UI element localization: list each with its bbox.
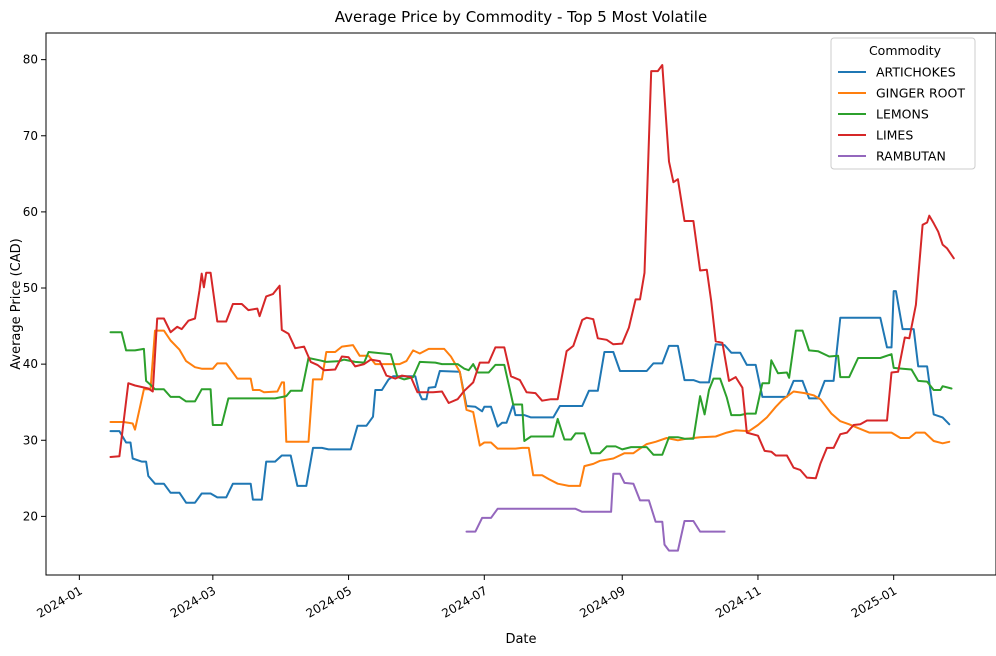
legend-label: ARTICHOKES [876, 65, 956, 80]
legend-label: GINGER ROOT [876, 86, 965, 101]
x-axis-label: Date [505, 632, 536, 647]
series-line-lemons [109, 329, 953, 456]
legend-label: RAMBUTAN [876, 149, 946, 164]
x-axis: 2024-01 2024-03 2024-05 2024-07 2024-09 2024-… [34, 575, 899, 621]
x-tick-label: 2024-03 [168, 583, 218, 620]
x-tick-label: 2024-01 [34, 583, 84, 620]
y-tick-label: 60 [23, 205, 38, 219]
legend: Commodity ARTICHOKES GINGER ROOT LEMONS LIM… [830, 37, 976, 170]
y-tick-label: 80 [23, 53, 38, 67]
plot-frame [45, 32, 996, 576]
y-tick-label: 70 [23, 129, 38, 143]
series-line-ginger-root [109, 329, 951, 487]
series-line-limes [109, 64, 955, 480]
chart-title: Average Price by Commodity - Top 5 Most … [335, 8, 707, 26]
series-lines [109, 64, 955, 552]
y-axis-label: Average Price (CAD) [9, 238, 24, 370]
x-tick-label: 2024-11 [713, 583, 763, 620]
x-tick-label: 2025-01 [849, 583, 899, 620]
y-tick-label: 50 [23, 281, 38, 295]
y-tick-label: 40 [23, 357, 38, 371]
y-axis: 20 30 40 50 60 70 80 [23, 53, 46, 523]
y-tick-label: 30 [23, 433, 38, 447]
series-line-artichokes [109, 290, 951, 504]
legend-items: ARTICHOKES GINGER ROOT LEMONS LIMES RAMBUTAN [838, 65, 965, 164]
y-tick-label: 20 [23, 509, 38, 523]
x-tick-label: 2024-09 [577, 583, 627, 620]
legend-box [830, 37, 976, 170]
series-line-rambutan [465, 472, 726, 552]
legend-label: LEMONS [876, 107, 929, 122]
legend-label: LIMES [876, 128, 913, 143]
legend-title: Commodity [869, 43, 942, 58]
x-tick-label: 2024-05 [304, 583, 354, 620]
x-tick-label: 2024-07 [439, 583, 489, 620]
